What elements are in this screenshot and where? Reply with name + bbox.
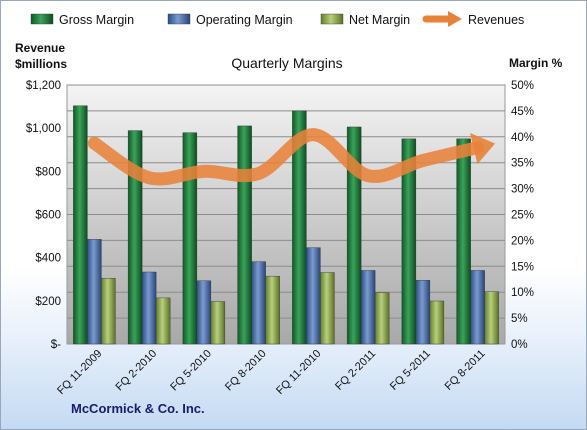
revenue-arrowhead xyxy=(470,132,496,165)
bar-operating-margin xyxy=(306,247,321,345)
left-tick-label: $- xyxy=(51,339,61,351)
bar-net-margin xyxy=(155,297,171,345)
bar-operating-margin xyxy=(141,271,157,345)
revenue-line-group xyxy=(87,128,496,186)
legend-label-operating-margin: Operating Margin xyxy=(196,13,293,27)
bar-operating-margin xyxy=(196,280,212,345)
right-tick-label: 25% xyxy=(511,210,534,222)
x-tick-label: FQ 8-2010 xyxy=(223,348,269,394)
x-tick-label: FQ 11-2009 xyxy=(55,348,104,397)
legend: Gross Margin Operating Margin Net Margin Re… xyxy=(30,11,524,27)
bar-operating-margin xyxy=(415,280,431,345)
left-tick-label: $800 xyxy=(35,166,61,178)
bars-group xyxy=(73,105,499,345)
bar-operating-margin xyxy=(87,239,102,345)
bar-gross-margin xyxy=(237,125,252,345)
bar-net-margin xyxy=(484,291,499,345)
bar-gross-margin xyxy=(401,138,417,345)
bar-net-margin xyxy=(429,300,445,345)
company-name: McCormick & Co. Inc. xyxy=(71,401,205,416)
right-tick-label: 40% xyxy=(511,132,534,144)
bar-net-margin xyxy=(320,272,335,345)
x-axis-ticks: FQ 11-2009 FQ 2-2010 FQ 5-2010 FQ 8-2010 FQ … xyxy=(55,348,488,397)
legend-swatch-operating-margin xyxy=(167,13,191,25)
right-tick-label: 20% xyxy=(511,235,534,247)
left-axis-ticks: $- $200 $400 $600 $800 $1,000 $1,200 xyxy=(26,80,61,351)
bar-net-margin xyxy=(210,301,226,345)
bar-gross-margin xyxy=(346,126,362,345)
right-tick-label: 35% xyxy=(511,158,534,170)
left-tick-label: $1,200 xyxy=(26,80,61,92)
bar-gross-margin xyxy=(73,105,88,345)
legend-label-gross-margin: Gross Margin xyxy=(59,13,134,27)
left-tick-label: $1,000 xyxy=(26,123,61,135)
x-tick-label: FQ 2-2011 xyxy=(333,348,378,393)
bar-gross-margin xyxy=(292,110,307,345)
chart-title: Quarterly Margins xyxy=(231,55,342,71)
bar-net-margin xyxy=(265,275,280,345)
bar-net-margin xyxy=(101,278,116,345)
right-axis-label: Margin % xyxy=(509,56,563,70)
right-tick-label: 5% xyxy=(511,313,528,325)
left-axis-label-line2: $millions xyxy=(15,57,67,71)
right-tick-label: 10% xyxy=(511,287,534,299)
bar-operating-margin xyxy=(470,270,485,345)
bar-gross-margin xyxy=(127,130,143,345)
bar-gross-margin xyxy=(182,132,198,345)
left-tick-label: $200 xyxy=(35,296,61,308)
left-tick-label: $600 xyxy=(35,210,61,222)
left-axis-label-line1: Revenue xyxy=(15,41,65,55)
revenue-line xyxy=(87,128,485,186)
left-tick-label: $400 xyxy=(35,253,61,265)
right-tick-label: 15% xyxy=(511,261,534,273)
right-axis-ticks: 0% 5% 10% 15% 20% 25% 30% 35% 40% 45% 50% xyxy=(511,80,534,351)
legend-swatch-gross-margin xyxy=(30,13,54,25)
right-tick-label: 50% xyxy=(511,80,534,92)
legend-label-revenues: Revenues xyxy=(468,13,524,27)
x-tick-label: FQ 5-2011 xyxy=(388,348,433,393)
x-tick-label: FQ 5-2010 xyxy=(168,348,214,394)
legend-arrowhead xyxy=(448,11,462,27)
bar-operating-margin xyxy=(360,270,376,345)
x-tick-label: FQ 11-2010 xyxy=(274,348,323,397)
bar-operating-margin xyxy=(251,261,266,345)
legend-label-net-margin: Net Margin xyxy=(349,13,410,27)
right-tick-label: 30% xyxy=(511,184,534,196)
right-tick-label: 0% xyxy=(511,339,528,351)
bar-net-margin xyxy=(374,292,390,345)
legend-swatch-net-margin xyxy=(320,13,344,25)
x-tick-label: FQ 8-2011 xyxy=(443,348,488,393)
x-tick-label: FQ 2-2010 xyxy=(114,348,160,394)
bar-gross-margin xyxy=(456,138,471,345)
right-tick-label: 45% xyxy=(511,106,534,118)
